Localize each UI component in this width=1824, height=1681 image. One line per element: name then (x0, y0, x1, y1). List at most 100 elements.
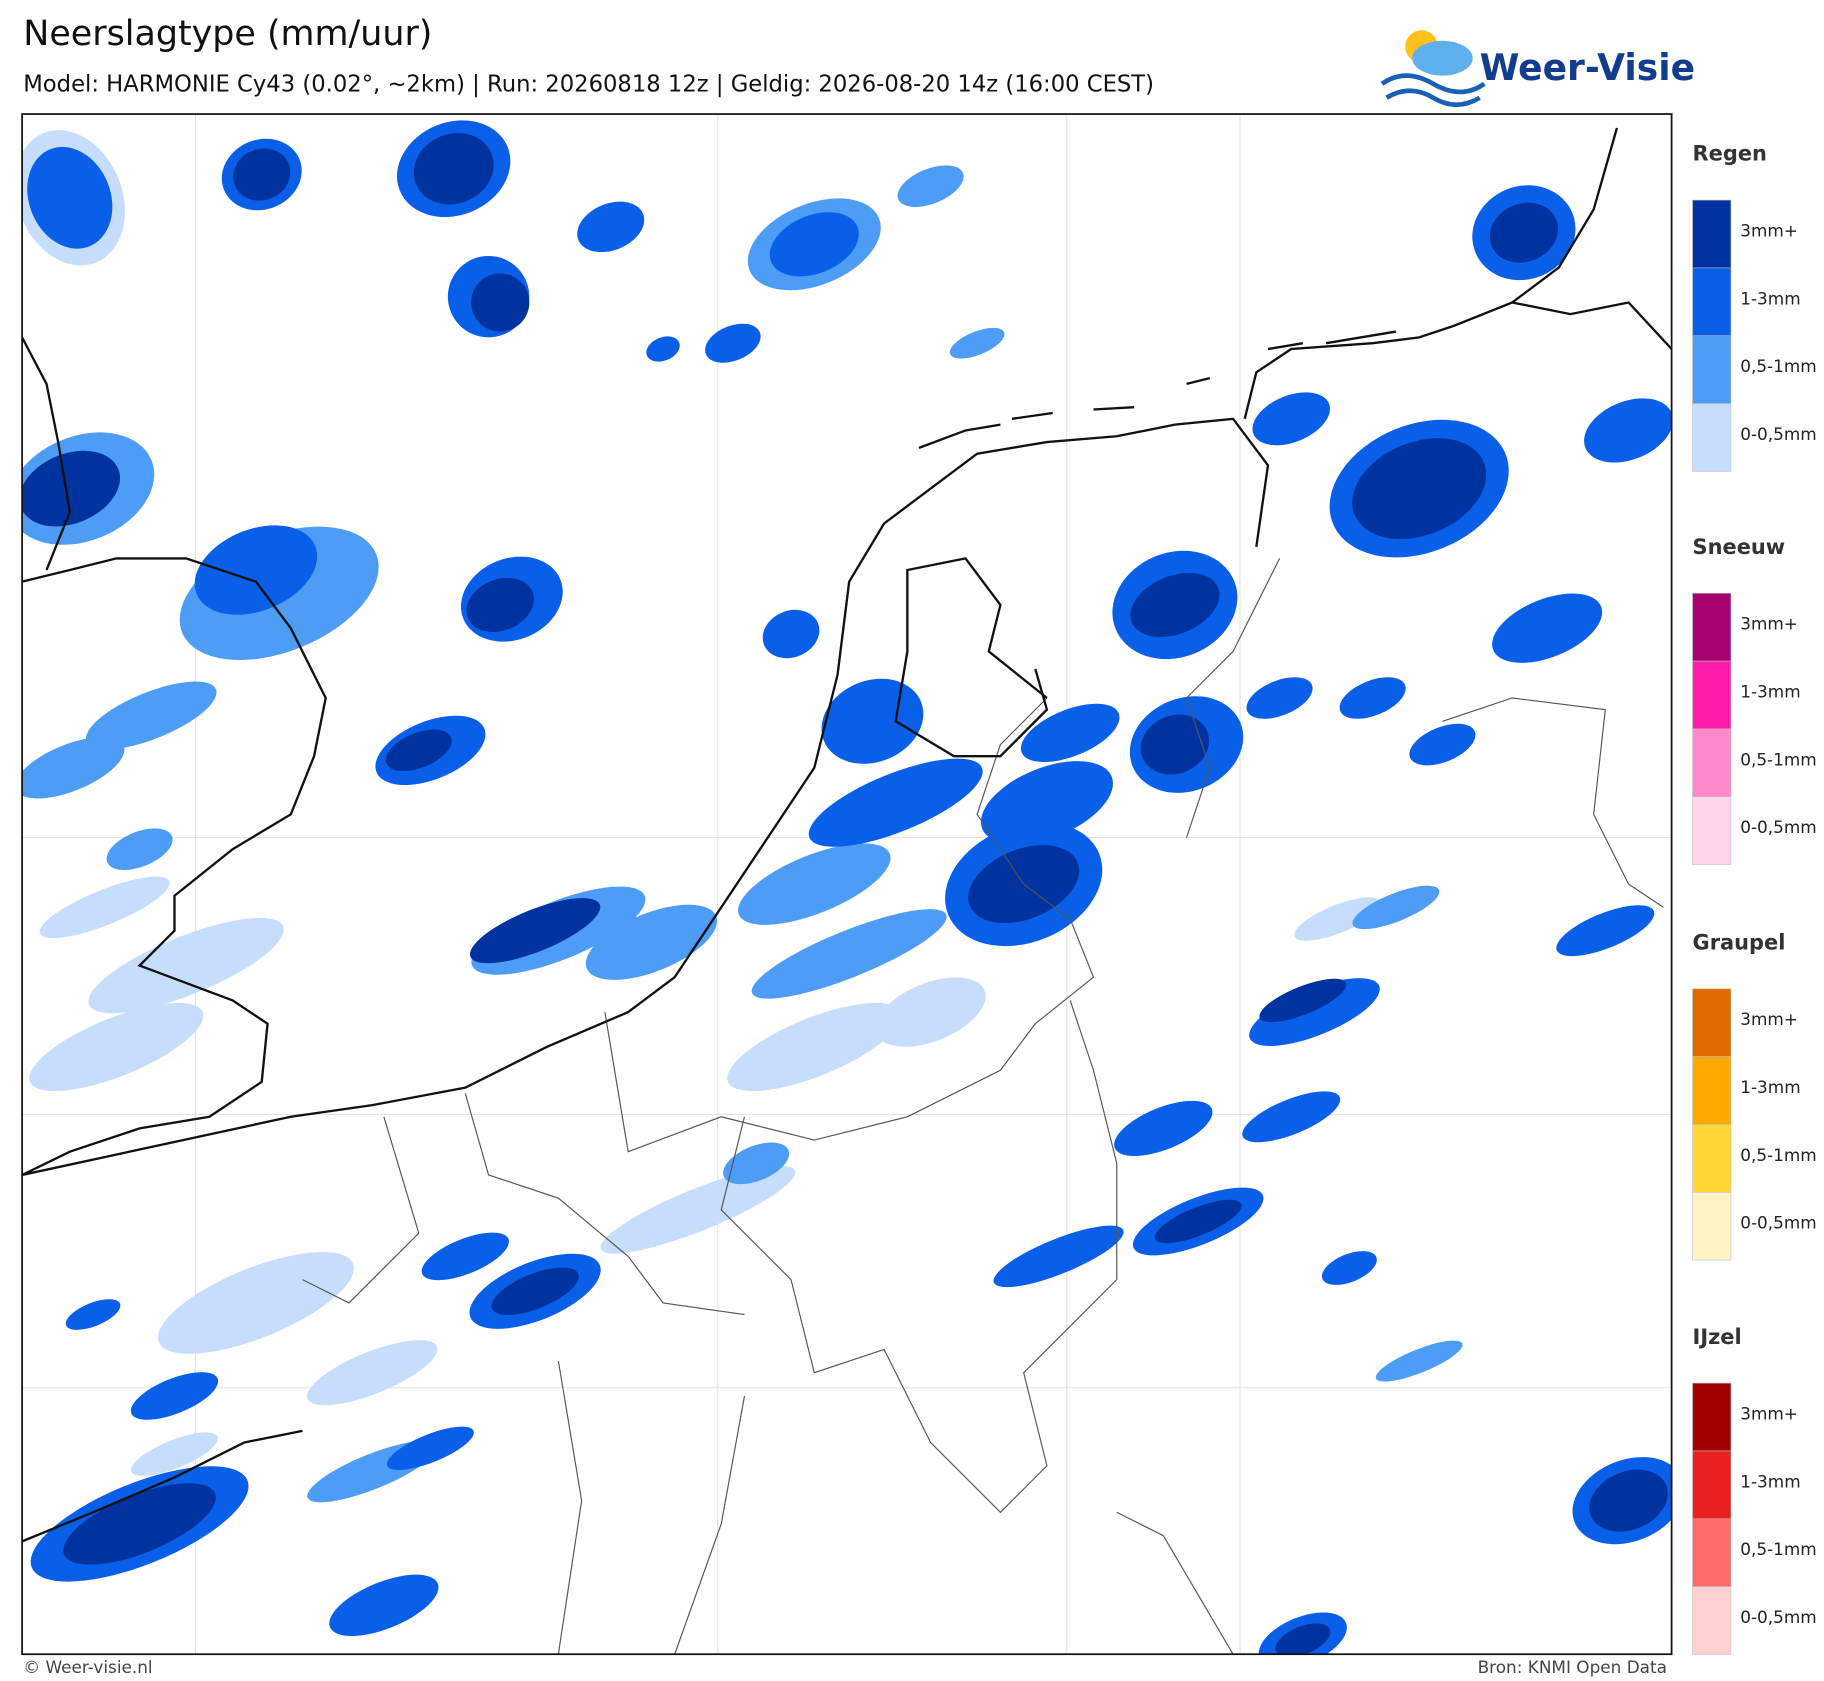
precip-area (157, 1252, 354, 1354)
precip-area (723, 1142, 790, 1185)
legend-label: 1-3mm (1740, 682, 1800, 702)
precip-area (1259, 978, 1347, 1023)
legend-label: 0,5-1mm (1740, 1145, 1816, 1165)
precip-area (1321, 1251, 1377, 1285)
legend-swatch (1692, 267, 1732, 337)
logo-text: Weer-Visie (1480, 47, 1695, 89)
precip-area (1294, 897, 1382, 941)
legend-label: 1-3mm (1740, 288, 1800, 308)
precip-area (762, 609, 820, 659)
map-frame (21, 113, 1673, 1656)
precip-area (1375, 1340, 1463, 1382)
precip-area (1114, 1100, 1213, 1157)
coast-other (22, 301, 1672, 571)
borders (302, 558, 1664, 1655)
precip-area (727, 1002, 902, 1092)
precip-area (1140, 714, 1210, 775)
precip-area (329, 1574, 439, 1637)
legend-label: 3mm+ (1740, 1009, 1798, 1029)
legend-swatch (1692, 335, 1732, 404)
legend-swatch (1692, 728, 1732, 798)
coast-continent (22, 487, 932, 1177)
precip-area (39, 876, 170, 939)
legend-label: 1-3mm (1740, 1077, 1800, 1097)
legend-swatch (1692, 199, 1732, 269)
precip-area (821, 678, 924, 764)
legend-title: Sneeuw (1693, 535, 1786, 559)
precip-area (1154, 1199, 1242, 1244)
precip-area (106, 828, 173, 871)
legend-label: 1-3mm (1740, 1471, 1800, 1491)
precip-area (577, 201, 645, 253)
subtitle: Model: HARMONIE Cy43 (0.02°, ~2km) | Run… (23, 71, 1154, 97)
logo: Weer-Visie (1380, 30, 1695, 108)
border (464, 1093, 745, 1316)
precip-area (1246, 677, 1313, 719)
legend-title: Graupel (1693, 930, 1786, 954)
logo-cloud (1412, 40, 1473, 76)
precip-area (875, 977, 986, 1047)
title: Neerslagtype (mm/uur) (23, 14, 432, 54)
precip-area (1275, 1623, 1331, 1655)
precip-area (85, 681, 217, 750)
precip-area (949, 327, 1005, 359)
precip-area (88, 917, 284, 1014)
legend-label: 3mm+ (1740, 221, 1798, 241)
legend-swatch (1692, 593, 1732, 662)
precip-area (386, 1426, 474, 1471)
legend-label: 3mm+ (1740, 1404, 1798, 1424)
legend-swatch (1692, 1382, 1732, 1452)
precipitation (22, 120, 1672, 1655)
precip-area (22, 450, 121, 527)
legend-label: 0-0,5mm (1740, 817, 1816, 837)
legend-swatch (1692, 1124, 1732, 1193)
border (302, 1116, 1234, 1655)
precip-area (980, 761, 1113, 845)
legend-swatch (1692, 1450, 1732, 1520)
coastline (22, 127, 1672, 1543)
precip-area (385, 729, 452, 772)
precip-area (646, 336, 680, 362)
precip-area (1252, 392, 1330, 446)
legend-swatch (1692, 1191, 1732, 1261)
precip-area (131, 1432, 218, 1476)
precip-area (63, 1483, 216, 1565)
source: Bron: KNMI Open Data (1478, 1657, 1667, 1677)
precip-area (307, 1340, 438, 1406)
precip-area (1489, 202, 1559, 263)
precip-area (1352, 438, 1487, 540)
precip-area (466, 577, 534, 633)
legend-label: 0-0,5mm (1740, 1607, 1816, 1627)
coast-england (22, 557, 327, 1176)
precip-area (27, 146, 113, 249)
precip-area (1556, 905, 1655, 957)
map (22, 114, 1672, 1655)
legend-label: 0-0,5mm (1740, 1213, 1816, 1233)
precip-area (897, 165, 964, 207)
border (1069, 558, 1281, 1280)
legend-label: 0,5-1mm (1740, 1539, 1816, 1559)
legend-label: 0,5-1mm (1740, 749, 1816, 769)
legend-swatch (1692, 660, 1732, 730)
border (1442, 697, 1664, 908)
precip-area (1242, 1091, 1341, 1143)
legend-swatch (1692, 988, 1732, 1057)
precip-area (471, 273, 530, 332)
legend-swatch (1692, 796, 1732, 865)
copyright: © Weer-visie.nl (23, 1657, 152, 1677)
legend-label: 3mm+ (1740, 614, 1798, 634)
precip-area (491, 1267, 579, 1316)
precip-area (1130, 572, 1220, 638)
precip-area (65, 1299, 121, 1330)
precip-area (600, 1166, 796, 1254)
precip-area (413, 132, 494, 205)
border (604, 697, 1095, 1153)
legend-swatch (1692, 1586, 1732, 1655)
precip-area (1352, 885, 1440, 930)
precip-area (1020, 703, 1120, 763)
precip-area (1492, 593, 1603, 663)
precip-area (233, 148, 291, 201)
precip-area (769, 212, 859, 277)
precip-area (194, 525, 318, 615)
